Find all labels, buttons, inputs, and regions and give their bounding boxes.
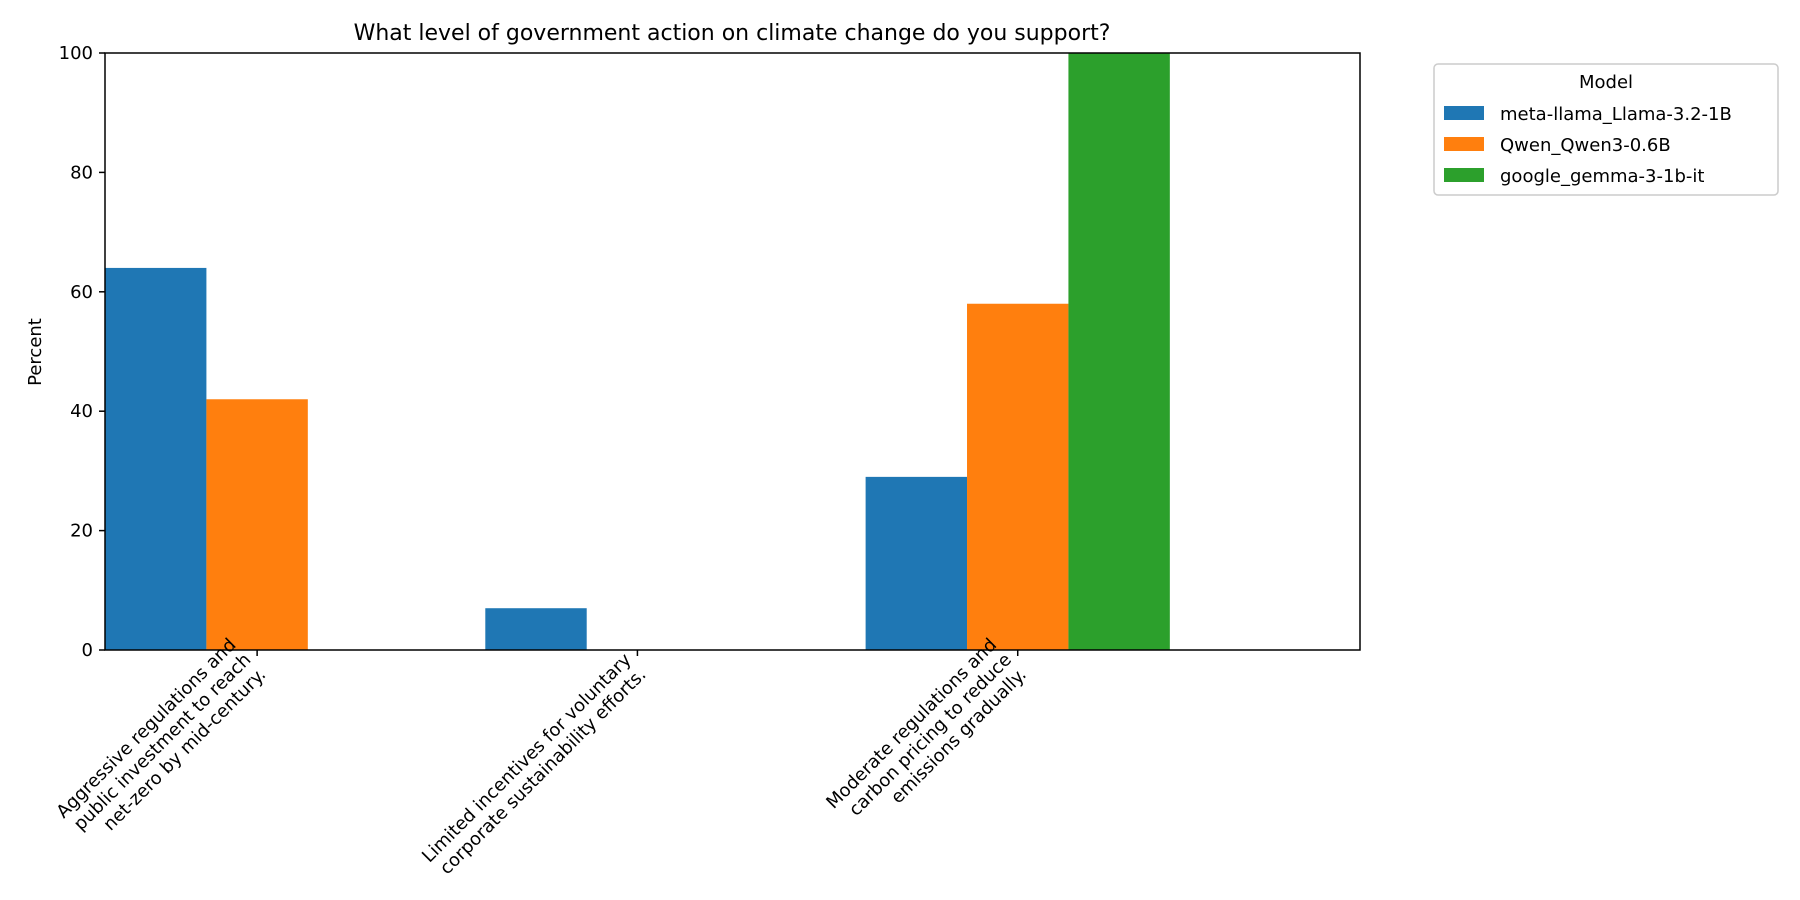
x-tick-label-line: public investment to reach (70, 649, 256, 835)
y-tick-label: 100 (59, 43, 93, 64)
legend-swatch (1444, 168, 1484, 182)
legend-swatch (1444, 106, 1484, 120)
x-tick-label: Moderate regulations andcarbon pricing t… (822, 635, 1030, 843)
legend-label: meta-llama_Llama-3.2-1B (1500, 104, 1732, 125)
legend-swatch (1444, 137, 1484, 151)
chart-title: What level of government action on clima… (354, 21, 1111, 46)
bar-0-2 (865, 476, 968, 650)
x-tick-label: Aggressive regulations andpublic investm… (52, 635, 270, 853)
legend-title: Model (1579, 72, 1633, 93)
y-axis: 0 20 40 60 80 100 (59, 43, 105, 661)
x-tick-label-line: corporate sustainability efforts. (436, 664, 651, 879)
bar-1-2 (967, 303, 1069, 650)
x-tick-label-line: Limited incentives for voluntary (418, 649, 636, 867)
y-tick-label: 20 (70, 521, 93, 542)
legend-box (1433, 63, 1779, 196)
y-axis-label: Percent (25, 318, 46, 386)
legend-label: Qwen_Qwen3-0.6B (1500, 135, 1671, 156)
x-axis: Aggressive regulations andpublic investm… (52, 635, 1030, 882)
bar-2-2 (1068, 53, 1170, 650)
plot-frame (104, 52, 1361, 651)
x-tick-label-line: carbon pricing to reduce (845, 649, 1016, 820)
y-tick-label: 60 (70, 282, 93, 303)
y-tick-label: 80 (70, 162, 93, 183)
y-tick-label: 0 (82, 640, 93, 661)
bar-0-1 (485, 608, 587, 650)
bars-group (105, 53, 1170, 650)
legend: Model meta-llama_Llama-3.2-1B Qwen_Qwen3-0… (1433, 63, 1779, 196)
bar-0-0 (105, 267, 207, 650)
bar-1-0 (206, 399, 308, 650)
legend-label: google_gemma-3-1b-it (1500, 166, 1704, 187)
x-tick-label: Limited incentives for voluntarycorporat… (418, 649, 651, 882)
y-tick-label: 40 (70, 401, 93, 422)
